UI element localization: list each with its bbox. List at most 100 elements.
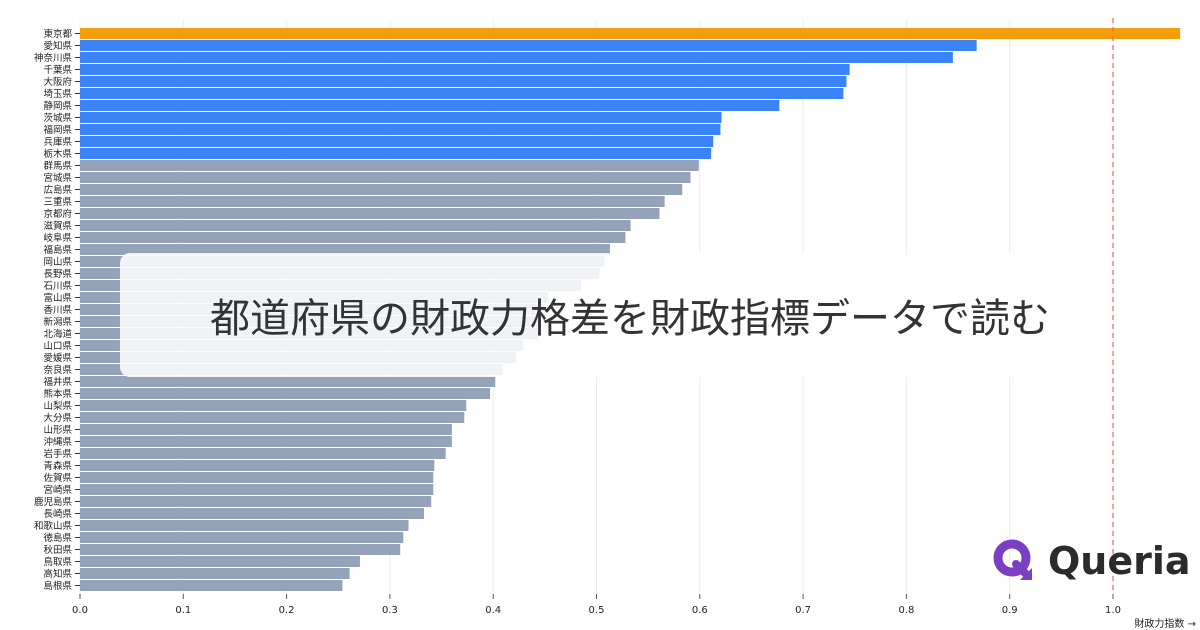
- bar: [80, 448, 446, 459]
- y-tick-label: 三重県: [43, 196, 72, 208]
- bar: [80, 472, 434, 483]
- bar: [80, 160, 699, 171]
- x-tick-label: 0.2: [279, 605, 295, 616]
- bar: [80, 520, 409, 531]
- y-tick-label: 長崎県: [43, 508, 72, 520]
- y-tick-label: 宮城県: [43, 172, 72, 184]
- bar: [80, 220, 631, 231]
- bar: [80, 424, 452, 435]
- bar: [80, 88, 844, 99]
- bar: [80, 412, 465, 423]
- bar: [80, 28, 1181, 39]
- q-arrow-logo-icon: [993, 539, 1032, 580]
- y-tick-label: 沖縄県: [43, 436, 72, 448]
- y-tick-label: 静岡県: [43, 100, 72, 112]
- bar: [80, 124, 721, 135]
- y-tick-label: 富山県: [43, 292, 72, 304]
- x-axis-label: 財政力指数 →: [1134, 617, 1196, 630]
- y-tick-label: 福井県: [43, 376, 72, 388]
- y-tick-label: 愛媛県: [43, 352, 72, 364]
- y-tick-label: 広島県: [43, 184, 72, 196]
- bar: [80, 544, 401, 555]
- bar: [80, 172, 691, 183]
- y-tick-label: 奈良県: [43, 364, 72, 376]
- y-tick-label: 京都府: [43, 208, 72, 220]
- bar: [80, 40, 977, 51]
- y-tick-label: 北海道: [43, 328, 72, 340]
- y-tick-label: 徳島県: [43, 532, 72, 544]
- y-tick-label: 岐阜県: [43, 232, 72, 244]
- y-tick-label: 愛知県: [43, 40, 72, 52]
- y-tick-label: 石川県: [43, 281, 72, 292]
- bar: [80, 496, 432, 507]
- y-tick-label: 新潟県: [43, 316, 72, 328]
- y-tick-label: 山形県: [43, 424, 72, 436]
- page-title: 都道府県の財政力格差を財政指標データで読む: [210, 296, 1050, 342]
- x-tick-label: 0.9: [1002, 605, 1018, 616]
- bar: [80, 196, 665, 207]
- y-tick-label: 長野県: [43, 269, 72, 280]
- y-tick-label: 鹿児島県: [34, 496, 73, 508]
- y-tick-label: 岩手県: [43, 448, 72, 460]
- x-tick-label: 0.4: [485, 605, 501, 616]
- x-tick-label: 0.1: [175, 605, 191, 616]
- y-tick-label: 茨城県: [43, 112, 72, 124]
- y-tick-label: 秋田県: [43, 544, 72, 556]
- bar: [80, 568, 350, 579]
- bar: [80, 76, 847, 87]
- y-tick-label: 群馬県: [43, 160, 72, 172]
- bar: [80, 580, 343, 591]
- y-tick-label: 山梨県: [43, 400, 72, 412]
- bar: [80, 208, 660, 219]
- y-tick-label: 福岡県: [43, 124, 72, 136]
- bar: [80, 400, 467, 411]
- y-tick-label: 福島県: [43, 244, 72, 256]
- x-tick-label: 0.8: [898, 605, 914, 616]
- bar: [80, 136, 714, 147]
- bar: [80, 100, 780, 111]
- y-tick-label: 山口県: [43, 341, 72, 352]
- x-tick-label: 1.0: [1105, 605, 1121, 616]
- y-tick-label: 島根県: [43, 580, 72, 592]
- bar: [80, 52, 953, 63]
- bar: [80, 436, 452, 447]
- x-tick-label: 0.0: [72, 605, 88, 616]
- y-tick-label: 青森県: [43, 460, 72, 472]
- y-tick-label: 香川県: [43, 305, 72, 316]
- title-overlay: [120, 253, 1040, 377]
- y-tick-label: 兵庫県: [43, 136, 72, 148]
- y-tick-label: 神奈川県: [34, 52, 73, 64]
- y-tick-label: 高知県: [43, 568, 72, 580]
- y-tick-label: 宮崎県: [43, 484, 72, 496]
- y-tick-label: 大分県: [43, 412, 72, 424]
- y-tick-label: 千葉県: [43, 64, 72, 76]
- brand-name: Queria: [1048, 539, 1191, 583]
- y-tick-label: 鳥取県: [43, 556, 72, 568]
- x-tick-label: 0.5: [589, 605, 605, 616]
- brand-logo: Queria: [992, 538, 1191, 584]
- y-tick-label: 埼玉県: [43, 88, 72, 100]
- bar: [80, 556, 360, 567]
- bar: [80, 508, 424, 519]
- y-tick-label: 佐賀県: [43, 472, 72, 484]
- bar: [80, 376, 496, 387]
- y-tick-label: 東京都: [43, 28, 72, 40]
- bar: [80, 148, 712, 159]
- y-tick-label: 岡山県: [43, 257, 72, 268]
- x-tick-label: 0.3: [382, 605, 398, 616]
- bar: [80, 388, 491, 399]
- bar: [80, 460, 435, 471]
- bar: [80, 64, 850, 75]
- bar: [80, 532, 404, 543]
- y-tick-label: 滋賀県: [43, 220, 72, 232]
- y-tick-label: 栃木県: [43, 148, 72, 160]
- y-tick-label: 大阪府: [43, 76, 72, 88]
- y-tick-label: 熊本県: [43, 388, 72, 400]
- x-tick-label: 0.7: [795, 605, 811, 616]
- y-tick-label: 和歌山県: [34, 520, 73, 532]
- bar: [80, 244, 610, 255]
- bar: [80, 484, 434, 495]
- bar: [80, 112, 722, 123]
- bar: [80, 232, 626, 243]
- x-tick-label: 0.6: [692, 605, 708, 616]
